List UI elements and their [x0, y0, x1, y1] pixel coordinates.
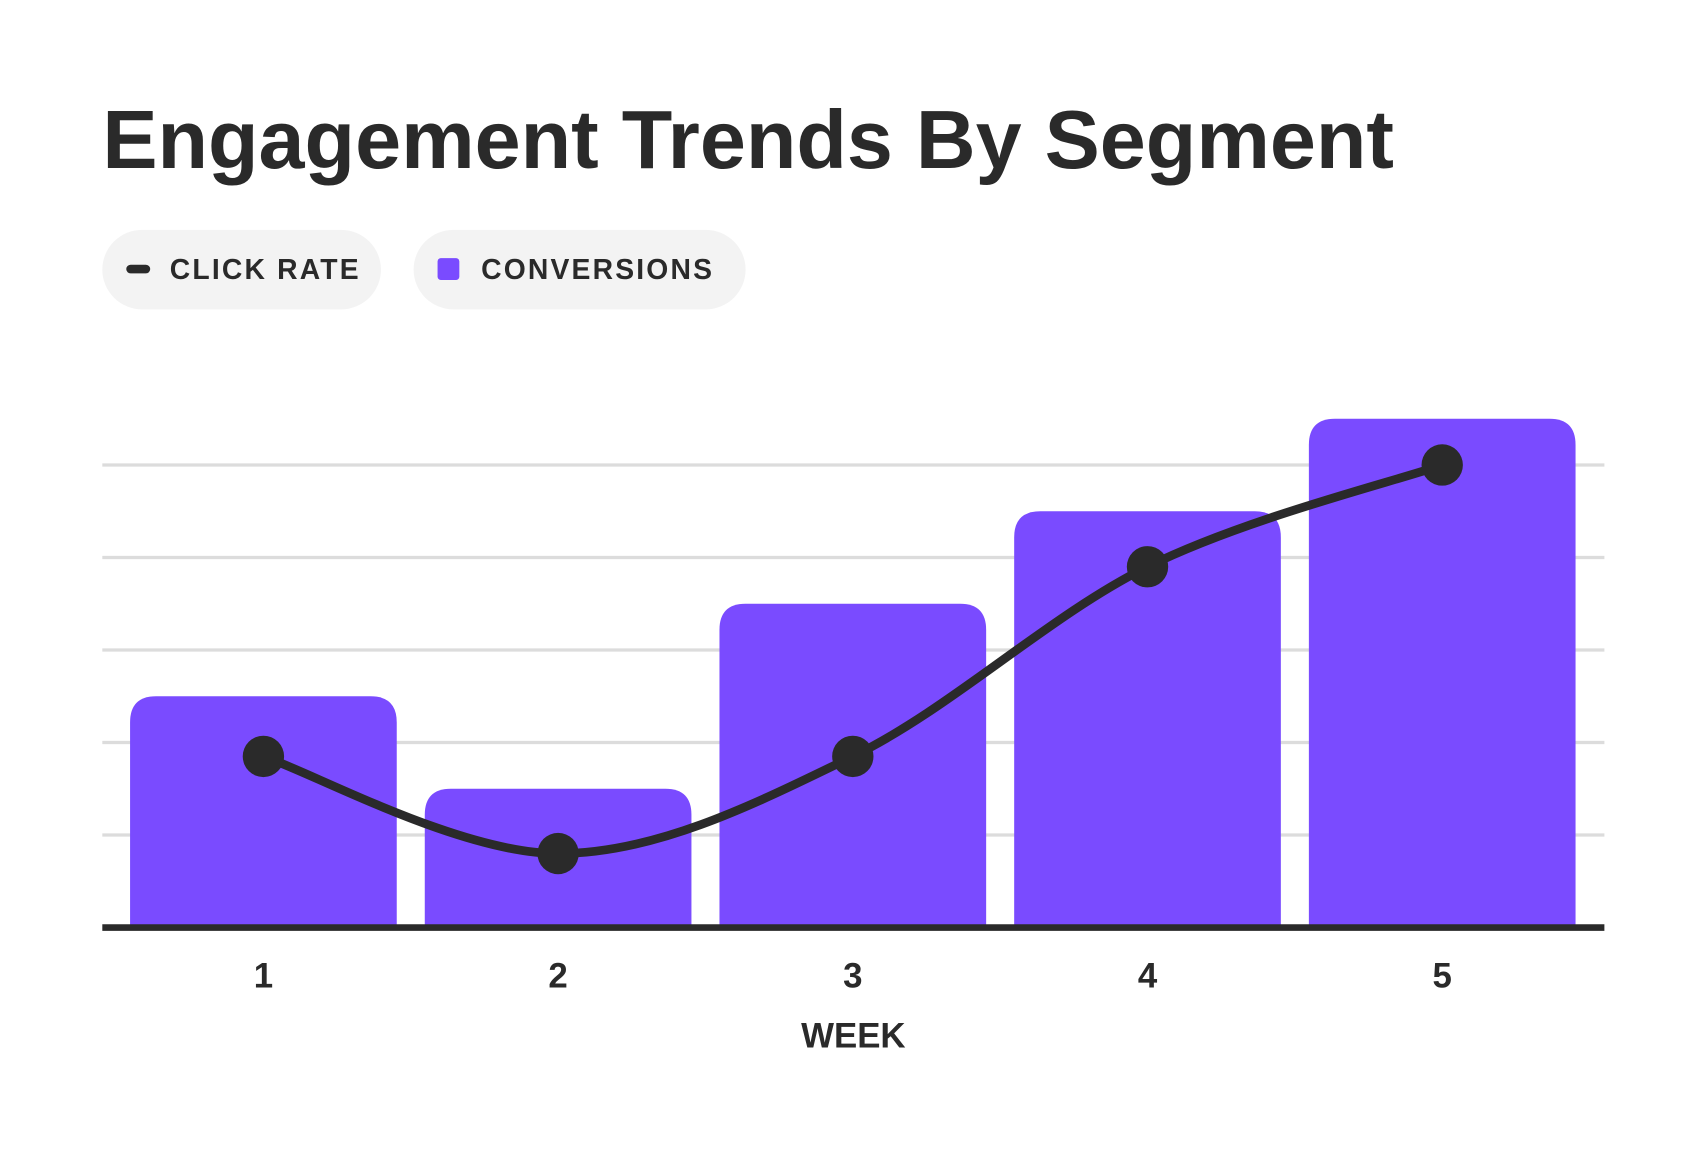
x-axis-ticks: 1 2 3 4 5	[254, 956, 1452, 995]
click-rate-point-week-4[interactable]	[1126, 546, 1169, 588]
legend-item-click-rate[interactable]: CLICK RATE	[102, 229, 381, 310]
legend-item-conversions[interactable]: CONVERSIONS	[413, 229, 746, 310]
click-rate-point-week-2[interactable]	[537, 832, 579, 875]
x-tick-label: 1	[254, 956, 273, 995]
legend-label-conversions: CONVERSIONS	[481, 253, 714, 285]
legend-pill	[102, 229, 381, 310]
x-tick-label: 5	[1433, 956, 1452, 995]
legend: CLICK RATE CONVERSIONS	[102, 229, 746, 310]
click-rate-point-week-5[interactable]	[1421, 444, 1463, 486]
bar-week-5[interactable]	[1308, 418, 1576, 928]
x-axis-label: WEEK	[801, 1016, 906, 1055]
click-rate-point-week-3[interactable]	[832, 735, 874, 778]
legend-pill	[413, 229, 746, 310]
x-tick-label: 4	[1138, 956, 1158, 995]
x-tick-label: 3	[843, 956, 862, 995]
bar-week-1[interactable]	[130, 696, 397, 928]
bar-swatch-icon	[437, 258, 460, 280]
bar-week-4[interactable]	[1014, 511, 1281, 928]
bars	[130, 418, 1576, 928]
line-swatch-icon	[126, 264, 151, 274]
x-tick-label: 2	[548, 956, 567, 995]
click-rate-line	[242, 444, 1463, 875]
chart-title: Engagement Trends By Segment	[102, 93, 1394, 186]
click-rate-point-week-1[interactable]	[242, 735, 285, 778]
legend-label-click-rate: CLICK RATE	[170, 253, 361, 285]
